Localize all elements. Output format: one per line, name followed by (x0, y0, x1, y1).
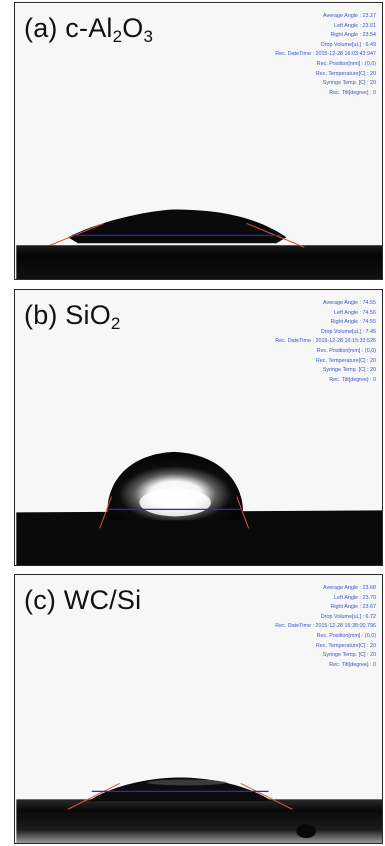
droplet-c (87, 777, 273, 802)
tangent-left-c (67, 783, 120, 810)
readout-row: Left Angle : 23.01 (334, 22, 376, 29)
readout-row: Rec. DateTime : 2015-12-28 16:03:43.947 (275, 51, 376, 58)
panel-c-wc-si: (c) WC/Si Average Angle : 23.68 Left Ang… (14, 574, 383, 844)
readout-row: Left Angle : 23.70 (334, 594, 376, 601)
readout-row: Drop Volume[uL] : 6.49 (320, 41, 376, 48)
panel-label-a: (a) c-Al2O3 (24, 13, 154, 46)
substrate-b (16, 510, 382, 565)
readout-row: Rec. Position[mm] : (0,0) (316, 632, 376, 639)
readout-row: Rec. Temperature[C] : 20 (315, 70, 376, 77)
readout-row: Syringe Temp. [C] : 20 (322, 367, 376, 374)
readout-row: Rec. Temperature[C] : 20 (315, 642, 376, 649)
droplet-image-a (16, 209, 382, 279)
droplet-image-b (16, 451, 382, 565)
readout-row: Rec. DateTime : 2015-12-28 16:15:33.525 (275, 338, 376, 345)
panel-b-sio2: (b) SiO2 Average Angle : 74.55 Left Angl… (14, 289, 383, 566)
readout-row: Right Angle : 23.54 (330, 32, 376, 39)
measurement-readout-c: Average Angle : 23.68 Left Angle : 23.70… (275, 584, 376, 670)
droplet-highlight-b (139, 488, 211, 517)
substrate-c (16, 799, 382, 843)
readout-row: Syringe Temp. [C] : 20 (322, 652, 376, 659)
readout-row: Right Angle : 74.55 (330, 319, 376, 326)
readout-row: Rec. DateTime : 2015-12-28 16:38:00.796 (275, 623, 376, 630)
readout-row: Syringe Temp. [C] : 20 (322, 80, 376, 87)
panel-a-c-al2o3: (a) c-Al2O3 Average Angle : 23.27 Left A… (14, 2, 383, 280)
readout-row: Rec. Position[mm] : (0,0) (316, 347, 376, 354)
readout-row: Rec. Position[mm] : (0,0) (316, 60, 376, 67)
panel-label-c: (c) WC/Si (24, 585, 142, 615)
tangent-left-b (99, 496, 113, 529)
tangent-left-a (49, 222, 104, 246)
readout-row: Rec. Tilt[degree] : 0 (329, 89, 376, 96)
tangent-right-b (236, 496, 250, 529)
readout-row: Rec. Tilt[degree] : 0 (329, 661, 376, 668)
readout-row: Average Angle : 23.27 (323, 13, 376, 19)
readout-row: Rec. Tilt[degree] : 0 (329, 376, 376, 383)
readout-row: Rec. Temperature[C] : 20 (315, 357, 376, 364)
measurement-readout-a: Average Angle : 23.27 Left Angle : 23.01… (275, 12, 376, 98)
readout-row: Drop Volume[uL] : 7.45 (320, 328, 376, 335)
tangent-right-c (240, 783, 293, 810)
readout-row: Right Angle : 23.67 (330, 604, 376, 611)
measurement-readout-b: Average Angle : 74.55 Left Angle : 74.56… (275, 299, 376, 385)
surface-defect-c (296, 824, 317, 839)
droplet-image-c (16, 777, 382, 843)
readout-row: Left Angle : 74.56 (334, 309, 376, 316)
panel-label-b: (b) SiO2 (24, 300, 121, 333)
substrate-a (16, 245, 382, 279)
readout-row: Drop Volume[uL] : 6.72 (320, 613, 376, 620)
readout-row: Average Angle : 74.55 (323, 300, 376, 306)
droplet-reflection-c (147, 779, 227, 786)
readout-row: Average Angle : 23.68 (323, 585, 376, 591)
